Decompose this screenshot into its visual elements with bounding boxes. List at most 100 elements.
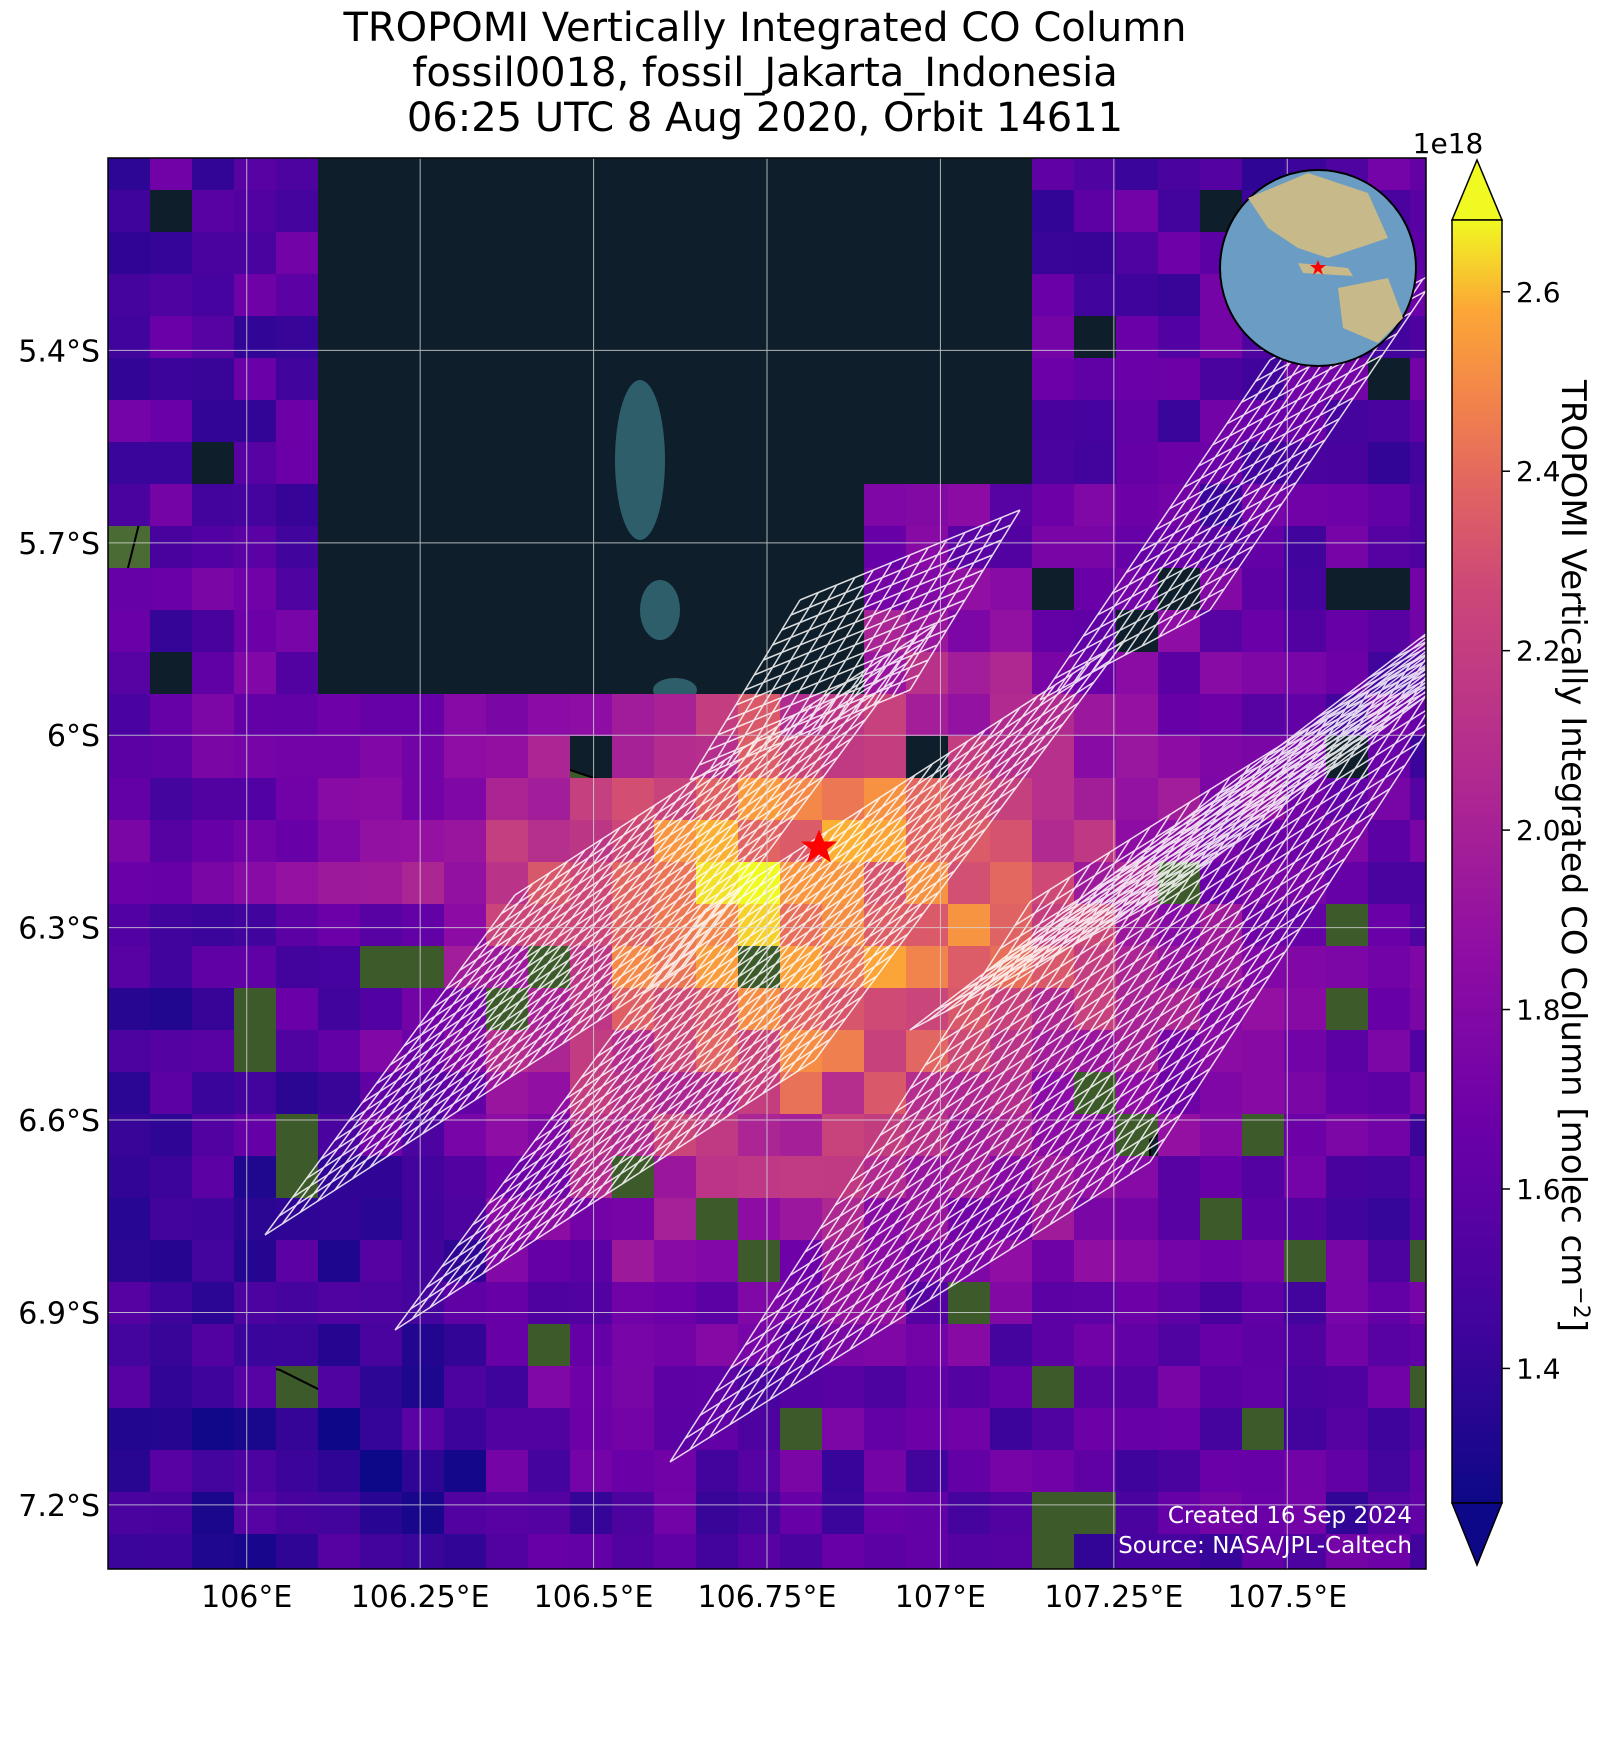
target-grid-line <box>514 624 936 896</box>
co-pixel <box>108 158 150 190</box>
target-grid-line <box>763 569 984 661</box>
co-pixel <box>1368 904 1410 946</box>
co-pixel <box>822 1072 864 1114</box>
co-pixel <box>108 1450 150 1492</box>
co-pixel <box>444 1282 486 1324</box>
target-grid-line <box>726 629 947 721</box>
co-pixel <box>1116 1240 1158 1282</box>
co-pixel <box>1284 1030 1326 1072</box>
co-pixel <box>528 1366 570 1408</box>
co-pixel <box>108 1114 150 1156</box>
co-pixel <box>1158 1492 1200 1534</box>
co-pixel <box>1242 1534 1284 1569</box>
co-pixel <box>192 1198 234 1240</box>
co-pixel <box>150 946 192 988</box>
lat-tick-label: 6°S <box>47 719 100 754</box>
co-pixel <box>276 1450 318 1492</box>
co-pixel <box>360 988 402 1030</box>
co-pixel <box>276 1072 318 1114</box>
co-pixel <box>1368 1072 1410 1114</box>
target-grid-line <box>278 945 700 1217</box>
co-pixel <box>1284 1156 1326 1198</box>
co-pixel <box>108 358 150 400</box>
target-grid-line <box>909 899 1161 1031</box>
co-pixel <box>444 820 486 862</box>
co-pixel <box>276 442 318 484</box>
co-pixel <box>570 1282 612 1324</box>
co-pixel <box>1284 1282 1326 1324</box>
co-pixel <box>150 1198 192 1240</box>
co-pixel <box>1410 484 1426 526</box>
co-pixel <box>1200 736 1242 778</box>
lon-tick-label: 106°E <box>201 1580 292 1615</box>
co-pixel <box>234 158 276 190</box>
co-pixel <box>276 316 318 358</box>
co-pixel <box>1410 1198 1426 1240</box>
co-pixel <box>1368 610 1410 652</box>
co-pixel <box>1158 1366 1200 1408</box>
co-pixel <box>486 1324 528 1366</box>
co-pixel <box>990 1324 1032 1366</box>
colorbar-title: TROPOMI Vertically Integrated CO Column … <box>1553 379 1594 1332</box>
co-pixel <box>1116 1534 1158 1569</box>
globe-site-star <box>1310 260 1326 275</box>
co-pixel <box>360 1450 402 1492</box>
co-pixel <box>486 1450 528 1492</box>
co-pixel <box>1368 1198 1410 1240</box>
co-pixel <box>780 1156 822 1198</box>
co-pixel <box>738 1492 780 1534</box>
co-pixel <box>1074 694 1116 736</box>
lat-tick-label: 5.7°S <box>18 527 100 562</box>
target-grid-line <box>879 834 1361 1136</box>
co-pixel <box>1116 694 1158 736</box>
co-pixel <box>444 1492 486 1534</box>
co-pixel <box>612 1450 654 1492</box>
co-pixel <box>948 694 990 736</box>
co-pixel <box>570 1198 612 1240</box>
co-pixel <box>276 1030 318 1072</box>
co-pixel <box>444 1198 486 1240</box>
co-pixel <box>1368 1366 1410 1408</box>
co-pixel <box>276 274 318 316</box>
co-pixel <box>1326 1114 1368 1156</box>
co-pixel <box>1158 1156 1200 1198</box>
co-pixel <box>444 1324 486 1366</box>
co-pixel <box>1284 1198 1326 1240</box>
co-pixel <box>612 1282 654 1324</box>
co-pixel <box>696 1324 738 1366</box>
co-pixel <box>150 988 192 1030</box>
co-pixel <box>1074 1408 1116 1450</box>
target-grid-line <box>403 775 825 1047</box>
co-pixel <box>234 1114 276 1156</box>
co-pixel <box>192 1030 234 1072</box>
co-pixel <box>528 1450 570 1492</box>
co-pixel <box>402 1408 444 1450</box>
co-pixel <box>150 694 192 736</box>
target-grid-line <box>1342 653 1426 699</box>
co-pixel <box>1410 1156 1426 1198</box>
co-pixel <box>654 1534 696 1569</box>
target-grid-line <box>909 788 1391 1090</box>
target-grid-line <box>503 912 924 1184</box>
co-pixel <box>822 1450 864 1492</box>
co-pixel <box>1158 358 1200 400</box>
co-pixel <box>192 1450 234 1492</box>
co-pixel <box>528 1408 570 1450</box>
co-pixel <box>192 904 234 946</box>
co-pixel <box>150 1114 192 1156</box>
co-pixel <box>1410 778 1426 820</box>
co-pixel <box>1284 1324 1326 1366</box>
co-pixel <box>654 1282 696 1324</box>
co-pixel <box>234 652 276 694</box>
co-pixel <box>234 1492 276 1534</box>
target-grid-line <box>753 584 975 676</box>
co-pixel <box>1242 1450 1284 1492</box>
co-pixel <box>1326 652 1368 694</box>
co-pixel <box>738 1408 780 1450</box>
co-pixel <box>1032 442 1074 484</box>
co-pixel <box>234 526 276 568</box>
target-grid-line <box>1036 801 1288 933</box>
co-pixel <box>1032 190 1074 232</box>
target-grid-line <box>1169 418 1340 510</box>
co-pixel <box>906 904 948 946</box>
